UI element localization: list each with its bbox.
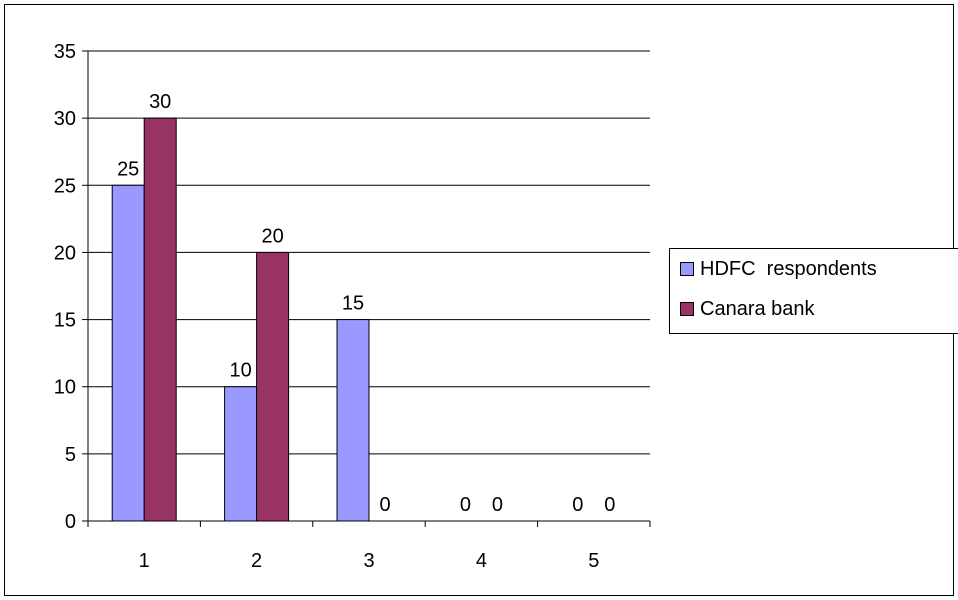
y-tick-label: 0	[65, 511, 76, 533]
data-label: 20	[261, 225, 283, 247]
data-label: 15	[342, 293, 364, 315]
data-label: 30	[149, 91, 171, 113]
x-tick-label: 5	[588, 550, 599, 572]
data-label: 10	[229, 360, 251, 382]
bar-series1-cat1	[111, 184, 145, 522]
data-label: 0	[604, 494, 615, 516]
data-label: 0	[460, 494, 471, 516]
legend-item-canara: Canara bank	[680, 296, 815, 322]
data-label: 0	[572, 494, 583, 516]
data-label: 25	[117, 158, 139, 180]
bar-series2-cat2	[256, 251, 290, 522]
legend-label-hdfc: HDFC respondents	[700, 257, 877, 280]
x-tick-label: 2	[251, 550, 262, 572]
legend-label-canara: Canara bank	[700, 297, 815, 320]
legend-swatch-canara	[680, 302, 694, 316]
bar-series1-cat2	[224, 386, 258, 522]
data-label: 0	[492, 494, 503, 516]
y-tick-label: 5	[65, 444, 76, 466]
y-tick-label: 30	[54, 108, 76, 130]
y-tick-label: 25	[54, 175, 76, 197]
y-tick-label: 10	[54, 377, 76, 399]
y-tick-label: 35	[54, 41, 76, 63]
chart-legend: HDFC respondents Canara bank	[669, 248, 958, 334]
y-tick-label: 20	[54, 242, 76, 264]
x-tick-label: 3	[363, 550, 374, 572]
bar-series1-cat3	[336, 319, 370, 522]
x-tick-label: 1	[139, 550, 150, 572]
y-tick-label: 15	[54, 310, 76, 332]
bar-series2-cat1	[143, 117, 177, 522]
legend-item-hdfc: HDFC respondents	[680, 256, 877, 282]
data-label: 0	[379, 494, 390, 516]
legend-swatch-hdfc	[680, 262, 694, 276]
x-tick-label: 4	[476, 550, 487, 572]
